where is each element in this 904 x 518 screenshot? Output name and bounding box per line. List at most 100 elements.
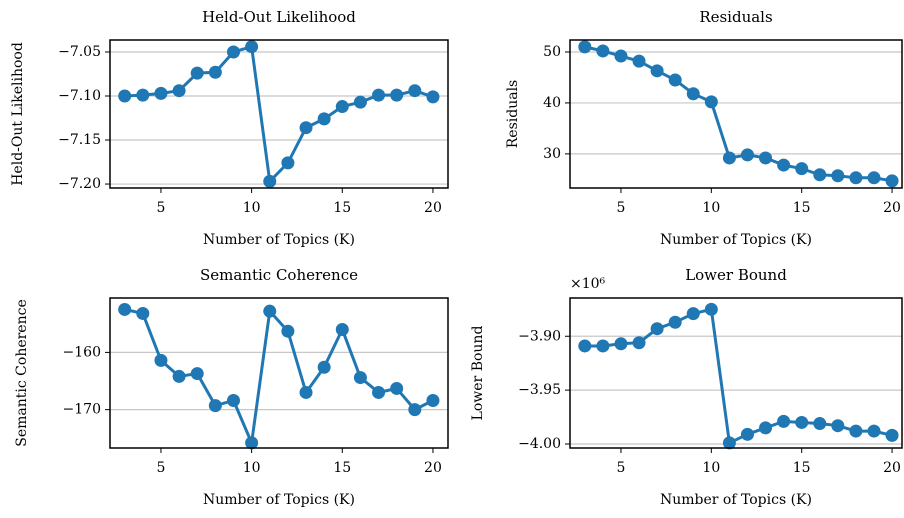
y-tick-label: −7.20 [58, 176, 101, 192]
point [226, 45, 240, 59]
point [831, 169, 845, 183]
y-axis-label: Lower Bound [470, 326, 486, 421]
x-axis-label: Number of Topics (K) [660, 492, 812, 508]
offset-text: ×10⁶ [570, 276, 606, 292]
point [867, 171, 881, 185]
y-tick-label: −7.15 [58, 132, 101, 148]
axes-frame [569, 297, 903, 449]
point [390, 88, 404, 102]
axes-frame [569, 39, 903, 189]
point [190, 66, 204, 80]
point [245, 40, 259, 54]
y-tick-label: −7.05 [58, 44, 101, 60]
subplot: −3.90 −3.95 −4.00 5 10 15 20 Lower Bound Number … [470, 266, 903, 508]
point [317, 360, 331, 374]
point [118, 89, 132, 103]
x-tick-label: 5 [617, 200, 626, 216]
series-line [124, 44, 434, 185]
point [263, 174, 277, 188]
point [614, 337, 628, 351]
point [226, 393, 240, 407]
point [759, 151, 773, 165]
point [849, 424, 863, 438]
point [885, 428, 899, 442]
point [154, 353, 168, 367]
point [722, 436, 736, 450]
point [118, 302, 132, 316]
point [596, 339, 610, 353]
point [740, 427, 754, 441]
point [299, 121, 313, 135]
subplot-title: Semantic Coherence [200, 266, 358, 284]
x-tick-label: 5 [156, 460, 165, 476]
x-tick-label: 20 [424, 200, 442, 216]
x-axis-label: Number of Topics (K) [660, 232, 812, 248]
axes-frame [109, 39, 449, 189]
subplot: −7.05 −7.10 −7.15 −7.20 5 10 15 20 Held-Out Like… [10, 8, 449, 248]
point [172, 369, 186, 383]
point [136, 88, 150, 102]
point [578, 40, 592, 54]
point [632, 54, 646, 68]
point [704, 302, 718, 316]
x-tick-label: 5 [617, 460, 626, 476]
axes-frame [109, 297, 449, 449]
point [867, 424, 881, 438]
point [795, 415, 809, 429]
point [596, 44, 610, 58]
x-axis-label: Number of Topics (K) [203, 492, 355, 508]
point [136, 306, 150, 320]
y-axis-label: Held-Out Likelihood [10, 42, 26, 186]
point [813, 168, 827, 182]
point [686, 307, 700, 321]
x-tick-label: 20 [424, 460, 442, 476]
point [777, 158, 791, 172]
point [759, 421, 773, 435]
y-tick-label: 50 [543, 44, 561, 60]
point [335, 322, 349, 336]
point [408, 403, 422, 417]
y-tick-label: 30 [543, 146, 561, 162]
y-tick-label: −160 [63, 344, 101, 360]
x-tick-label: 10 [243, 460, 261, 476]
point [408, 84, 422, 98]
x-tick-label: 20 [883, 200, 901, 216]
point [632, 336, 646, 350]
point [722, 151, 736, 165]
x-tick-label: 20 [883, 460, 901, 476]
point [650, 322, 664, 336]
point [578, 339, 592, 353]
point [372, 88, 386, 102]
point [650, 64, 664, 78]
y-tick-label: −3.90 [518, 328, 561, 344]
x-tick-label: 15 [793, 460, 811, 476]
y-axis-label: Residuals [505, 80, 521, 148]
x-axis-label: Number of Topics (K) [203, 232, 355, 248]
point [777, 414, 791, 428]
point [614, 49, 628, 63]
y-tick-label: −3.95 [518, 382, 561, 398]
y-tick-label: −4.00 [518, 436, 561, 452]
point [813, 417, 827, 431]
x-tick-label: 5 [156, 200, 165, 216]
point [704, 95, 718, 109]
point [831, 419, 845, 433]
point [281, 156, 295, 170]
x-tick-label: 15 [333, 460, 351, 476]
point [281, 324, 295, 338]
point [668, 73, 682, 87]
x-tick-label: 15 [333, 200, 351, 216]
point [299, 385, 313, 399]
y-tick-label: −7.10 [58, 88, 101, 104]
y-tick-label: 40 [543, 95, 561, 111]
point [208, 399, 222, 413]
point [208, 65, 222, 79]
x-tick-label: 10 [702, 460, 720, 476]
point [317, 112, 331, 126]
point [154, 86, 168, 100]
point [190, 367, 204, 381]
series-line [584, 45, 893, 183]
point [335, 100, 349, 114]
y-tick-label: −170 [63, 402, 101, 418]
